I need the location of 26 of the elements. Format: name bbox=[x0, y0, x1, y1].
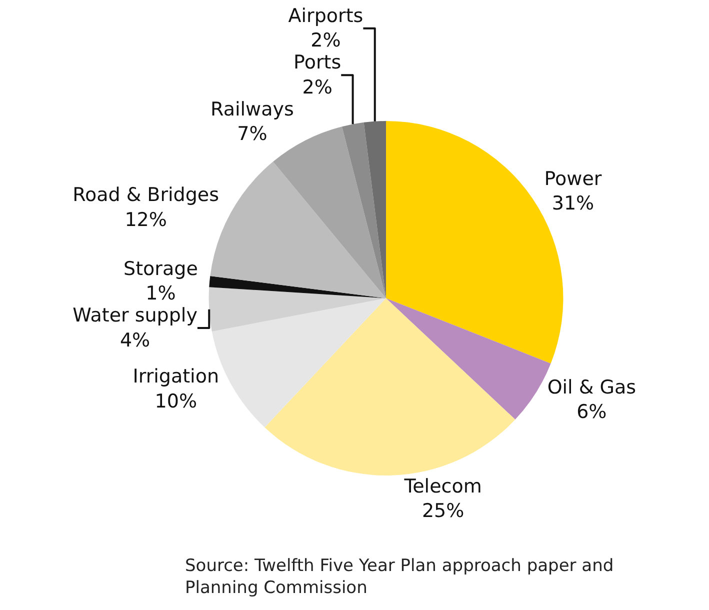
source-note: Source: Twelfth Five Year Plan approach paper and Planning Commission bbox=[185, 556, 614, 598]
data-label: 4% bbox=[120, 329, 150, 352]
data-label: 2% bbox=[310, 30, 341, 52]
slice-label: Railways bbox=[210, 98, 294, 120]
data-label: 31% bbox=[552, 192, 594, 215]
data-label: 1% bbox=[146, 282, 176, 305]
slice-label: Road & Bridges bbox=[72, 184, 220, 206]
data-label: 25% bbox=[422, 500, 464, 522]
pie-slice bbox=[208, 287, 386, 332]
slice-label: Oil & Gas bbox=[547, 376, 636, 399]
slice-label: Irrigation bbox=[132, 366, 220, 388]
pie-slice bbox=[273, 126, 386, 298]
data-label: 7% bbox=[237, 123, 268, 146]
slice-label: Power bbox=[544, 168, 602, 190]
slice-label: Airports bbox=[288, 5, 364, 28]
pie-slice bbox=[264, 298, 516, 476]
data-label: 2% bbox=[302, 76, 332, 98]
slice-label: Storage bbox=[124, 258, 198, 280]
data-label: 12% bbox=[124, 208, 167, 231]
slice-label: Ports bbox=[294, 52, 342, 74]
data-label: 6% bbox=[576, 401, 607, 424]
slice-label: Water supply bbox=[72, 304, 198, 327]
pie-slice bbox=[342, 122, 386, 298]
pie-slice bbox=[364, 121, 386, 298]
slice-label: Telecom bbox=[403, 475, 482, 498]
data-label: 10% bbox=[154, 390, 197, 412]
